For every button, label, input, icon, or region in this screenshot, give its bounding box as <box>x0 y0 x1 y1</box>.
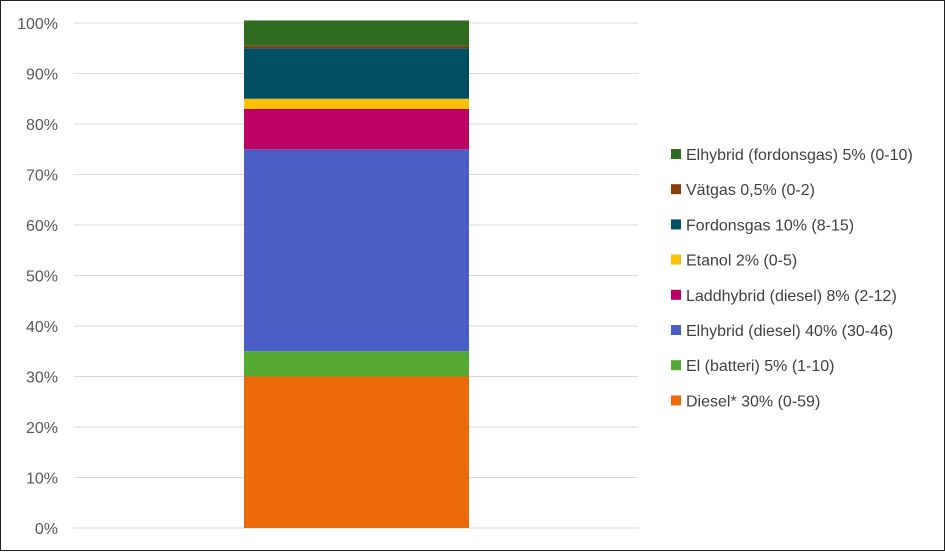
legend-swatch <box>671 360 681 371</box>
legend-label: El (batteri) 5% (1-10) <box>686 358 835 375</box>
legend-item: Vätgas 0,5% (0-2) <box>671 182 815 199</box>
legend-swatch <box>671 395 681 406</box>
legend-label: Fordonsgas 10% (8-15) <box>686 217 854 234</box>
bar-segments <box>244 20 469 528</box>
bar-segment-5 <box>244 98 469 109</box>
legend-item: Elhybrid (diesel) 40% (30-46) <box>671 323 893 340</box>
legend-swatch <box>671 184 681 195</box>
bar-segment-4 <box>244 108 469 150</box>
y-tick-label: 90% <box>26 67 58 84</box>
legend-label: Vätgas 0,5% (0-2) <box>686 182 815 199</box>
y-tick-label: 100% <box>17 16 58 33</box>
legend-label: Etanol 2% (0-5) <box>686 253 797 270</box>
legend-item: Laddhybrid (diesel) 8% (2-12) <box>671 288 897 305</box>
bar-segment-6 <box>244 48 469 99</box>
legend-item: Elhybrid (fordonsgas) 5% (0-10) <box>671 147 913 164</box>
legend-swatch <box>671 254 681 265</box>
legend-item: El (batteri) 5% (1-10) <box>671 358 835 375</box>
legend-swatch <box>671 219 681 230</box>
y-tick-label: 30% <box>26 370 58 387</box>
y-tick-label: 10% <box>26 471 58 488</box>
y-tick-label: 80% <box>26 117 58 134</box>
legend-swatch <box>671 289 681 300</box>
legend-label: Elhybrid (fordonsgas) 5% (0-10) <box>686 147 913 164</box>
bar-segment-7 <box>244 45 469 49</box>
legend-swatch <box>671 149 681 159</box>
legend-swatch <box>671 325 681 335</box>
y-tick-label: 20% <box>26 420 58 437</box>
y-tick-label: 60% <box>26 218 58 235</box>
bar-segment-3 <box>244 149 469 352</box>
bar-segment-8 <box>244 20 469 46</box>
y-tick-label: 40% <box>26 319 58 336</box>
legend-label: Laddhybrid (diesel) 8% (2-12) <box>686 288 897 305</box>
legend-item: Etanol 2% (0-5) <box>671 253 797 270</box>
y-tick-label: 70% <box>26 168 58 185</box>
y-axis-labels: 0% 10% 20% 30% 40% 50% 60% 70% 80% 90% 100% <box>17 16 58 538</box>
y-tick-label: 50% <box>26 269 58 286</box>
y-tick-label: 0% <box>35 521 58 538</box>
legend-item: Diesel* 30% (0-59) <box>671 393 820 410</box>
legend-label: Elhybrid (diesel) 40% (30-46) <box>686 323 893 340</box>
bar-segment-2 <box>244 351 469 377</box>
legend-label: Diesel* 30% (0-59) <box>686 393 820 410</box>
legend: Elhybrid (fordonsgas) 5% (0-10) Vätgas 0,… <box>671 147 913 410</box>
legend-item: Fordonsgas 10% (8-15) <box>671 217 854 234</box>
bar-segment-1 <box>244 376 469 528</box>
